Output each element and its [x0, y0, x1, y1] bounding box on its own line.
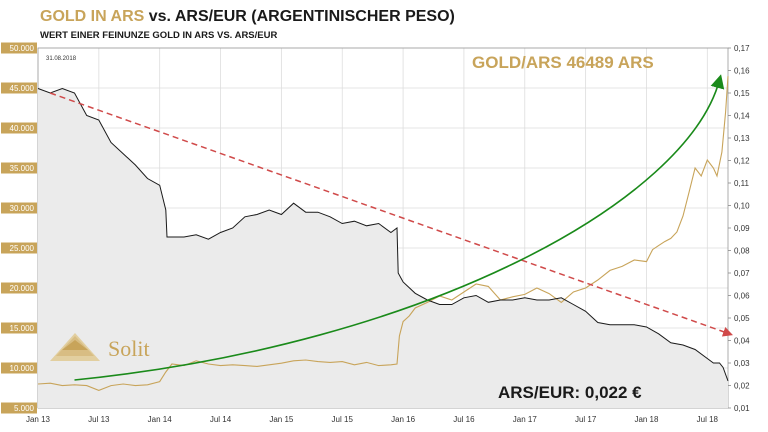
arseur-line [37, 87, 729, 382]
left-tick-label: 5.000 [14, 404, 35, 413]
right-tick-label: 0,17 [734, 44, 750, 53]
left-tick-bg [1, 82, 37, 94]
date-label: 31.08.2018 [46, 56, 77, 62]
green-uptrend-arrow [74, 74, 725, 381]
left-tick-bg [1, 122, 37, 134]
right-tick-label: 0,04 [734, 337, 750, 346]
left-tick-label: 15.000 [10, 324, 35, 333]
left-tick-bg [1, 42, 37, 54]
x-tick-label: Jan 13 [26, 415, 51, 424]
chart-subtitle: WERT EINER FEINUNZE GOLD IN ARS VS. ARS/… [40, 30, 278, 41]
x-tick-label: Jan 14 [148, 415, 173, 424]
x-tick-label: Jul 13 [88, 415, 110, 424]
right-tick-label: 0,16 [734, 67, 750, 76]
right-axis-ticks: 0,01 0,02 0,03 0,04 0,05 0,06 0,07 0,08 0,09 0,10… [728, 44, 750, 413]
x-tick-label: Jan 16 [391, 415, 416, 424]
left-tick-label: 20.000 [10, 284, 35, 293]
x-tick-label: Jan 18 [634, 415, 659, 424]
right-tick-label: 0,13 [734, 134, 750, 143]
x-tick-label: Jul 16 [453, 415, 475, 424]
left-tick-bg [1, 362, 37, 374]
gold-ars-annotation: GOLD/ARS 46489 ARS [472, 53, 654, 72]
chart-title-gold-part: GOLD IN ARS [40, 8, 145, 25]
left-tick-bg [1, 242, 37, 254]
arseur-annotation: ARS/EUR: 0,022 € [498, 383, 642, 402]
x-tick-label: Jan 15 [269, 415, 294, 424]
chart-title: GOLD IN ARS vs. ARS/EUR (ARGENTINISCHER … [40, 8, 455, 26]
left-tick-bg [1, 282, 37, 294]
x-tick-label: Jul 14 [210, 415, 232, 424]
right-tick-label: 0,01 [734, 404, 750, 413]
left-axis-ticks: 5.000 10.000 15.000 20.000 25.000 30.000 35.00… [1, 42, 37, 414]
red-dashed-downtrend-arrow [49, 92, 733, 337]
left-tick-bg [1, 322, 37, 334]
right-tick-label: 0,08 [734, 247, 750, 256]
chart-title-rest: vs. ARS/EUR (ARGENTINISCHER PESO) [144, 8, 455, 25]
right-tick-label: 0,07 [734, 269, 750, 278]
right-tick-label: 0,14 [734, 112, 750, 121]
left-tick-label: 30.000 [10, 204, 35, 213]
solit-logo: Solit [50, 333, 150, 361]
x-tick-label: Jul 17 [575, 415, 597, 424]
left-tick-bg [1, 162, 37, 174]
left-tick-label: 50.000 [10, 44, 35, 53]
left-tick-label: 25.000 [10, 244, 35, 253]
arseur-area-fill [38, 88, 728, 408]
logo-text: Solit [108, 336, 150, 361]
x-tick-label: Jul 18 [697, 415, 719, 424]
x-tick-label: Jul 15 [332, 415, 354, 424]
right-tick-label: 0,11 [734, 179, 750, 188]
x-axis-ticks: Jan 13 Jul 13 Jan 14 Jul 14 Jan 15 Jul 15 Jan … [26, 415, 719, 424]
x-tick-label: Jan 17 [513, 415, 538, 424]
left-tick-label: 35.000 [10, 164, 35, 173]
left-tick-bg [1, 402, 37, 414]
right-tick-label: 0,06 [734, 292, 750, 301]
right-tick-label: 0,05 [734, 314, 750, 323]
right-tick-label: 0,15 [734, 89, 750, 98]
right-tick-label: 0,09 [734, 224, 750, 233]
right-tick-label: 0,03 [734, 359, 750, 368]
left-tick-label: 40.000 [10, 124, 35, 133]
left-tick-label: 45.000 [10, 84, 35, 93]
right-tick-label: 0,02 [734, 382, 750, 391]
right-tick-label: 0,12 [734, 157, 750, 166]
right-tick-label: 0,10 [734, 202, 750, 211]
left-tick-bg [1, 202, 37, 214]
left-tick-label: 10.000 [10, 364, 35, 373]
